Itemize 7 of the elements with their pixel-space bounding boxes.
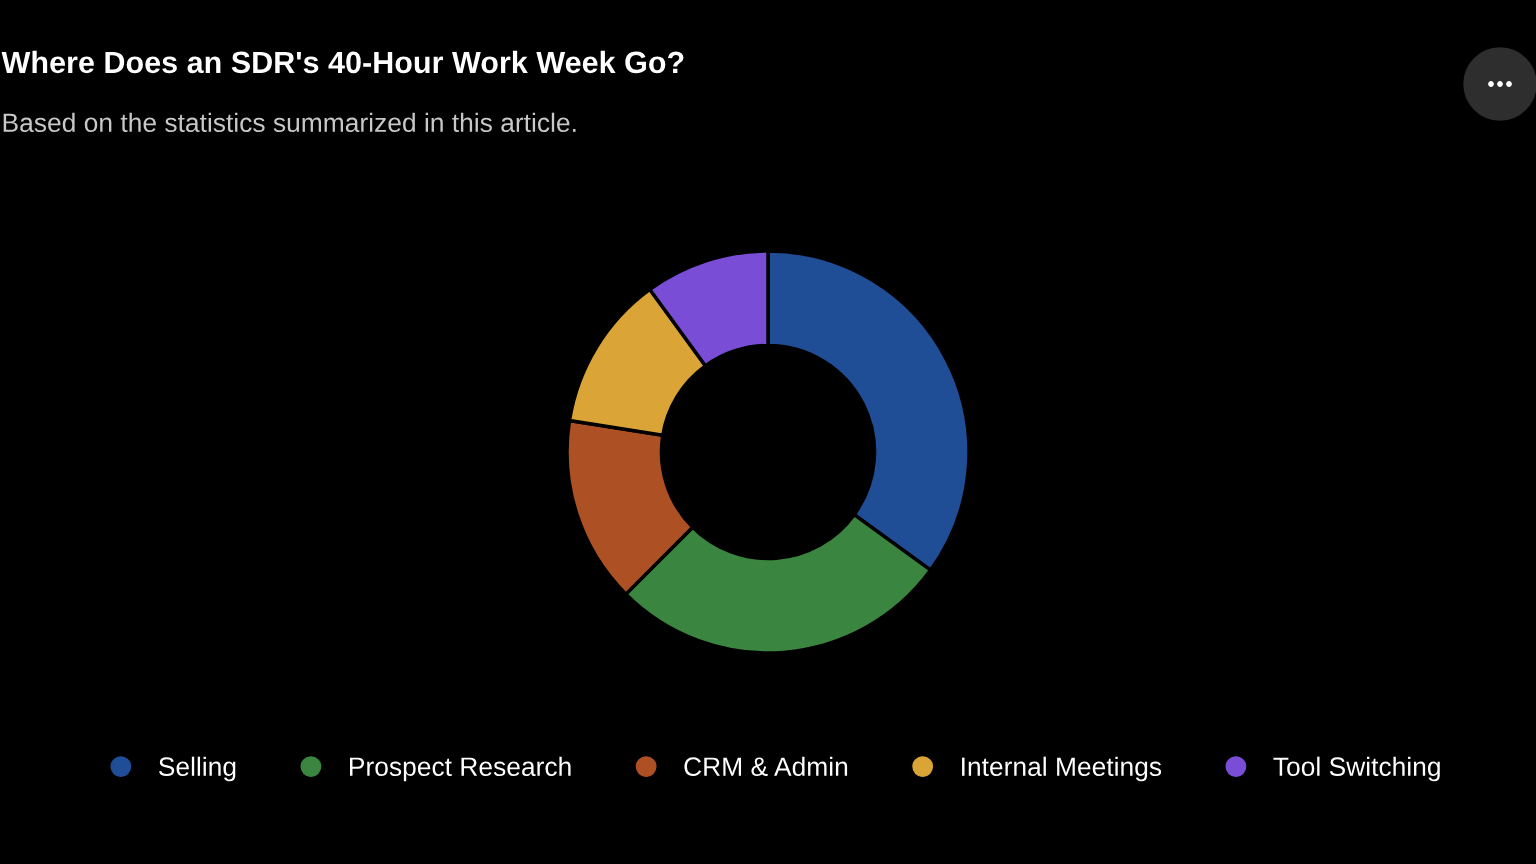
legend-label: Tool Switching (1273, 756, 1440, 782)
legend-label: Prospect Research (350, 756, 571, 782)
legend-label: CRM & Admin (684, 756, 848, 777)
chart-title: Where Does an SDR's 40-Hour Work Week Go? (1, 50, 684, 74)
legend-label: Internal Meetings (962, 756, 1162, 782)
legend-label: Selling (159, 756, 236, 782)
chart-subtitle: Based on the statistics summarized in this article. (3, 112, 576, 133)
